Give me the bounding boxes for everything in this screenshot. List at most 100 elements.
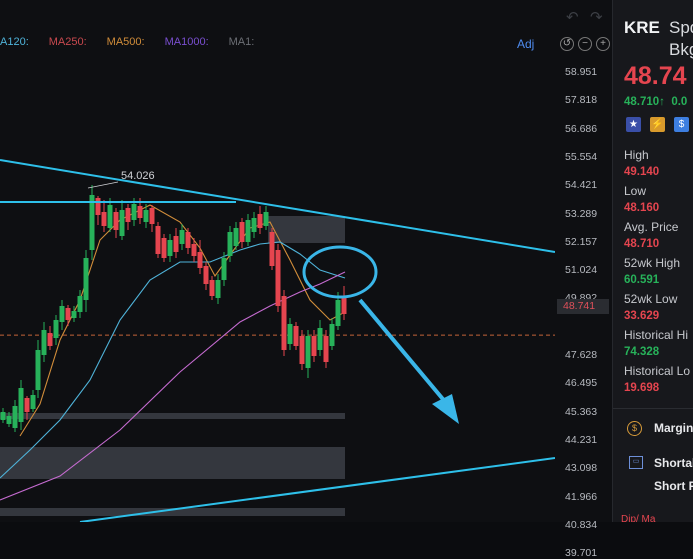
candle-body [12, 406, 18, 428]
upper-trendline [0, 159, 555, 253]
adj-toggle[interactable]: Adj [517, 37, 535, 51]
candle-body [215, 280, 221, 298]
margin-icon: $ [627, 421, 642, 436]
candle-body [221, 258, 227, 280]
security-name-line2: Bkg [669, 40, 693, 59]
candle-body [239, 222, 245, 242]
candle-body [6, 416, 12, 424]
candle-body [95, 198, 101, 215]
candle-body [305, 336, 311, 368]
price-tick: 41.966 [565, 490, 598, 503]
candle-body [89, 195, 95, 250]
zoom-out-icon[interactable]: − [578, 37, 592, 51]
candle-body [155, 226, 161, 254]
resistance-zone [268, 216, 345, 243]
stat-label: Historical Lo [624, 364, 691, 378]
sub-price: 48.710↑ 0.0 [624, 96, 687, 108]
high-annotation: 54.026 [121, 170, 155, 182]
quote-panel: KRE Spd Bkg 48.74 48.710↑ 0.0 ★ ⚡ $ High… [612, 0, 693, 522]
candle-body [269, 232, 275, 266]
candle-body [167, 240, 173, 256]
candle-body [293, 326, 299, 346]
price-tick: 52.157 [565, 235, 598, 248]
divider [613, 408, 693, 409]
ma-long-line [0, 271, 346, 501]
high-marker [87, 181, 119, 189]
margin-label[interactable]: Margin [654, 421, 693, 435]
short-pool-label[interactable]: Short P [654, 479, 693, 493]
reset-icon[interactable]: ↺ [560, 37, 574, 51]
price-axis: 58.951 57.818 56.686 55.554 54.421 53.289 52.1… [555, 54, 612, 559]
stat-label: 52wk High [624, 256, 681, 270]
candle-body [119, 210, 125, 236]
stat-label: Avg. Price [624, 220, 679, 234]
candle-body [47, 333, 53, 346]
candle-body [71, 311, 77, 318]
shortable-label[interactable]: Shortal [654, 456, 693, 470]
candle-body [245, 220, 251, 242]
price-tick: 39.701 [565, 547, 598, 559]
candle-body [125, 208, 131, 222]
candle-body [59, 306, 65, 322]
candle-body [83, 258, 89, 300]
bottom-label: Dip/ Ma [621, 514, 656, 522]
ma1000-label: MA1000: [164, 36, 209, 48]
security-name-line1: Spd [669, 18, 693, 37]
stat-value: 49.140 [624, 166, 660, 178]
candle-body [0, 412, 6, 420]
candle-body [131, 204, 137, 220]
candle-body [191, 244, 197, 256]
symbol: KRE [624, 18, 660, 37]
candle-body [185, 232, 191, 248]
candle-body [24, 398, 30, 412]
candle-body [143, 210, 149, 222]
stat-label: High [624, 148, 649, 162]
candle-body [263, 212, 269, 226]
chart-area[interactable]: ↶ ↷ A120: MA250: MA500: MA1000: MA1: Adj… [0, 0, 612, 559]
price-tick: 55.554 [565, 150, 598, 163]
candle-body [329, 324, 335, 346]
stat-value: 48.710 [624, 238, 660, 250]
price-tick: 57.818 [565, 94, 598, 107]
lightning-icon: ⚡ [650, 117, 665, 132]
candle-body [341, 296, 347, 314]
undo-icon[interactable]: ↶ [566, 9, 579, 26]
candle-body [41, 330, 47, 355]
ma-legend: A120: MA250: MA500: MA1000: MA1: [0, 36, 254, 54]
stat-label: Historical Hi [624, 328, 689, 342]
candle-body [173, 236, 179, 252]
ma120-label: A120: [0, 36, 29, 48]
price-tick: 54.421 [565, 179, 598, 192]
price-tick: 43.098 [565, 462, 598, 475]
candle-body [77, 296, 83, 312]
candle-body [257, 214, 263, 228]
current-price-tag: 48.741 [557, 299, 609, 314]
zoom-in-icon[interactable]: + [596, 37, 610, 51]
highlight-circle-icon [302, 245, 378, 299]
candle-body [275, 250, 281, 306]
stat-value: 60.591 [624, 274, 660, 286]
candle-body [179, 230, 185, 244]
redo-icon[interactable]: ↷ [590, 9, 603, 26]
price-tick: 58.951 [565, 66, 598, 78]
candle-body [30, 395, 36, 409]
candle-body [311, 336, 317, 356]
candle-body [107, 205, 113, 228]
ma-mid-line [0, 241, 346, 479]
dollar-icon: $ [674, 117, 689, 132]
stat-value: 74.328 [624, 346, 660, 358]
stat-value: 33.629 [624, 310, 660, 322]
support-zone [0, 447, 345, 479]
candle-body [161, 238, 167, 258]
candlestick-plot[interactable] [0, 0, 555, 522]
candle-body [197, 252, 203, 268]
candle-body [18, 388, 24, 422]
stat-label: Low [624, 184, 647, 198]
ma1-label: MA1: [228, 36, 255, 48]
stat-value: 48.160 [624, 202, 660, 214]
arrow-down-icon [432, 394, 459, 424]
candle-body [251, 218, 257, 232]
sub-price-value: 48.710↑ [624, 96, 665, 108]
candle-body [317, 328, 323, 350]
candle-body [65, 308, 71, 320]
